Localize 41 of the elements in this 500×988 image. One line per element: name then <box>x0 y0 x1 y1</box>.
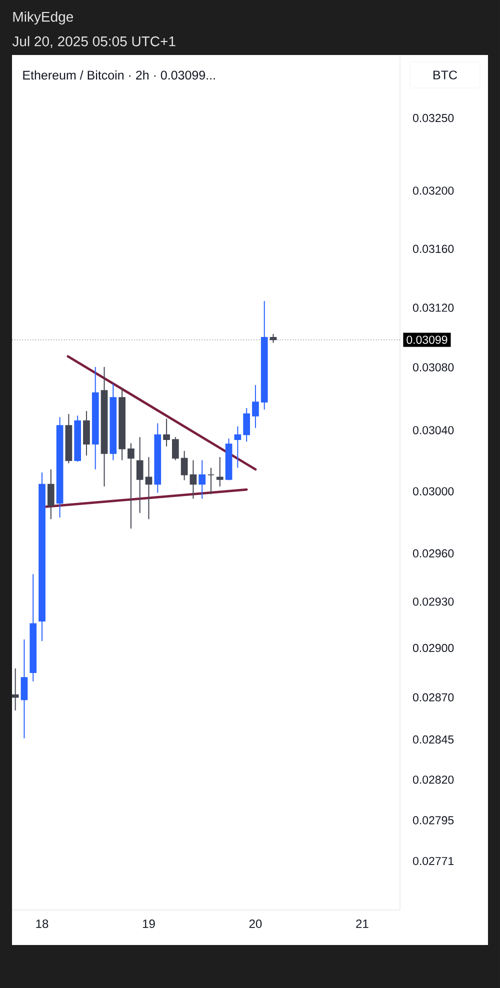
y-tick-label: 0.02930 <box>412 598 454 606</box>
candlestick <box>198 460 206 500</box>
candlestick <box>252 384 259 428</box>
y-tick-label: 0.03040 <box>412 426 454 434</box>
y-tick-label: 0.03000 <box>412 487 454 496</box>
candlestick <box>83 410 90 456</box>
x-tick-label: 19 <box>142 920 155 928</box>
x-tick-label: 18 <box>36 920 48 928</box>
text: MikyEdge <box>13 11 74 25</box>
ref-line-label: 0.03099 <box>406 336 448 344</box>
candlestick <box>12 668 19 711</box>
y-tick-label: 0.03200 <box>412 186 454 195</box>
candlestick <box>20 638 28 739</box>
candlestick <box>208 467 214 495</box>
candlestick <box>47 468 54 520</box>
y-tick-label: 0.02870 <box>412 693 454 702</box>
y-tick-label: 0.03080 <box>412 363 454 372</box>
candlestick <box>136 436 144 514</box>
candlestick <box>180 450 188 481</box>
candlestick <box>190 460 197 500</box>
candlestick <box>172 436 179 461</box>
candlestick <box>234 426 242 468</box>
candlestick <box>145 456 152 520</box>
y-tick-label: 0.02820 <box>412 776 454 784</box>
candlestick <box>163 418 170 447</box>
text: Ethereum / Bitcoin · 2h · 0.03099... <box>23 70 215 80</box>
y-tick-label: 0.02960 <box>412 549 454 558</box>
candlestick <box>128 442 134 530</box>
y-tick-label: 0.02900 <box>412 644 454 652</box>
text: Jul 20, 2025 05:05 UTC+1 <box>12 36 176 48</box>
y-tick-label: 0.03160 <box>412 244 454 253</box>
y-tick-label: 0.02771 <box>412 856 454 866</box>
candlestick <box>243 407 250 442</box>
x-tick-label: 20 <box>249 920 262 928</box>
x-tick-label: 21 <box>356 920 368 928</box>
y-tick-label: 0.03250 <box>412 114 454 122</box>
y-axis-title: BTC <box>434 70 458 80</box>
y-tick-label: 0.02795 <box>412 816 454 824</box>
y-tick-label: 0.02845 <box>412 735 454 744</box>
y-tick-label: 0.03120 <box>412 304 454 312</box>
candlestick <box>216 456 224 487</box>
